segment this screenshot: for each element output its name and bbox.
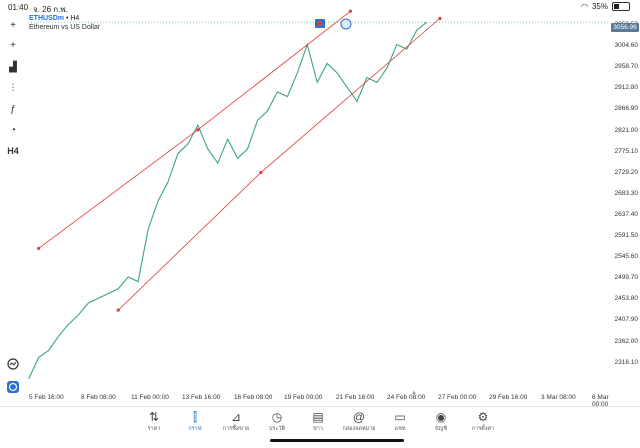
scroll-handle-icon[interactable]: ▲: [411, 390, 417, 396]
price-tick: 2683.30: [614, 189, 639, 197]
symbol-description: Ethereum vs US Dollar: [29, 24, 101, 31]
tab-settings-label: การตั้งค่า: [471, 426, 495, 432]
time-tick: 5 Feb 16:00: [29, 394, 64, 401]
tab-accounts[interactable]: ◉ บัญชี: [421, 409, 461, 433]
tab-mailbox-label: กล่องจดหมาย: [342, 426, 376, 432]
time-tick: 16 Feb 08:00: [234, 394, 273, 401]
time-tick: 3 Mar 08:00: [541, 394, 576, 401]
drawing-toolbar: + + ▟ ⫶ ƒ ◔ H4: [0, 14, 26, 404]
indicators-icon[interactable]: ▟: [9, 61, 17, 73]
price-tick: 2591.50: [614, 232, 639, 239]
price-tick: 2775.10: [614, 147, 639, 155]
time-tick: 8 Feb 08:00: [81, 394, 116, 401]
home-indicator: [270, 439, 404, 442]
tab-news-icon: ▤: [312, 410, 324, 424]
time-tick: 11 Feb 00:00: [131, 394, 169, 401]
tab-trade-icon: ⊿: [230, 410, 242, 424]
time-tick: 24 Feb 08:00: [387, 394, 426, 401]
channel-anchor-point: [116, 308, 120, 312]
tab-chart-label: กราฟ: [188, 426, 202, 432]
channel-anchor-point: [348, 9, 352, 13]
battery-icon: [612, 2, 630, 11]
wifi-icon: ◠: [581, 2, 588, 11]
alert-handle-icon: [340, 18, 352, 30]
channel-anchor-point: [438, 16, 442, 20]
app-logo-icon[interactable]: [6, 380, 20, 394]
objects-icon[interactable]: ◔: [9, 124, 17, 136]
zoom-icon[interactable]: [6, 357, 20, 371]
price-chart[interactable]: [0, 0, 640, 405]
time-tick: 29 Feb 16:00: [489, 394, 528, 401]
current-price-label: 3056.96: [611, 23, 639, 32]
tab-history-icon: ◷: [271, 410, 283, 424]
channel-lower: [117, 18, 441, 311]
tab-chat-icon: ▭: [394, 410, 406, 424]
battery-percent: 35%: [591, 2, 608, 11]
price-tick: 2912.80: [614, 84, 639, 92]
price-tick: 3004.60: [614, 42, 639, 50]
tab-accounts-label: บัญชี: [435, 426, 447, 432]
time-tick: 27 Feb 00:00: [438, 394, 477, 401]
timeframe[interactable]: H4: [70, 15, 80, 22]
status-bar: 01:40 จ. 26 ก.พ. ◠ 35%: [0, 0, 640, 14]
tab-mailbox[interactable]: @ กล่องจดหมาย: [339, 409, 379, 433]
tab-chat[interactable]: ▭ แชท: [380, 409, 420, 433]
price-tick: 2362.00: [614, 337, 639, 345]
time-tick: 19 Feb 00:00: [284, 394, 323, 401]
tab-history[interactable]: ◷ ประวัติ: [257, 409, 297, 433]
tab-quotes-icon: ⇅: [148, 410, 160, 424]
tab-chat-label: แชท: [394, 426, 406, 432]
tab-settings[interactable]: ⚙ การตั้งค่า: [463, 409, 503, 433]
price-tick: 2866.90: [614, 105, 639, 113]
price-tick: 2958.70: [614, 63, 639, 71]
price-tick: 2729.20: [614, 168, 639, 176]
tab-news-label: ข่าว: [313, 426, 323, 432]
time-tick: 21 Feb 16:00: [336, 394, 375, 401]
tab-news[interactable]: ▤ ข่าว: [298, 409, 338, 433]
symbol[interactable]: ETHUSDm: [29, 15, 65, 22]
price-scale[interactable]: 3050.503004.602958.702912.802866.902821.…: [610, 14, 640, 384]
tab-quotes[interactable]: ⇅ ราคา: [134, 409, 174, 433]
tab-trade[interactable]: ⊿ การซื้อขาย: [216, 409, 256, 433]
time-tick: 13 Feb 16:00: [182, 394, 221, 401]
price-tick: 2821.00: [614, 126, 639, 134]
timeframe-text[interactable]: H4: [7, 146, 19, 156]
tab-quotes-label: ราคา: [147, 426, 161, 432]
time-tick: 6 Mar 00:00: [592, 394, 609, 408]
tab-settings-icon: ⚙: [477, 410, 489, 424]
bottom-tab-bar: ⇅ ราคา ⫿ กราฟ ⊿ การซื้อขาย ◷ ประวัติ ▤ ข่าว @ กล่อง…: [0, 406, 640, 448]
tab-chart[interactable]: ⫿ กราฟ: [175, 409, 215, 433]
clock: 01:40: [8, 3, 29, 12]
separator: •: [65, 15, 69, 22]
price-tick: 2499.70: [614, 274, 639, 282]
tab-chart-icon: ⫿: [193, 410, 197, 424]
chart-header: ETHUSDm • H4 Ethereum vs US Dollar: [29, 14, 100, 32]
plus-icon[interactable]: +: [10, 39, 16, 51]
price-tick: 2637.40: [614, 210, 639, 218]
price-line: [28, 21, 428, 380]
price-tick: 2316.10: [614, 358, 639, 366]
tab-trade-label: การซื้อขาย: [222, 426, 250, 432]
price-tick: 2407.90: [614, 316, 639, 324]
settings-sliders-icon[interactable]: ⫶: [11, 82, 15, 94]
channel-anchor-point: [196, 128, 200, 132]
tab-history-label: ประวัติ: [268, 426, 286, 432]
tab-accounts-icon: ◉: [435, 410, 447, 424]
channel-anchor-point: [37, 246, 41, 251]
object-handle-mark: [318, 21, 322, 26]
tab-mailbox-icon: @: [352, 410, 366, 424]
time-axis[interactable]: 5 Feb 16:00 8 Feb 08:00 11 Feb 00:00 13 Feb…: [0, 390, 610, 408]
price-tick: 2545.60: [614, 253, 639, 261]
channel-anchor-point: [259, 170, 263, 175]
function-icon[interactable]: ƒ: [10, 103, 16, 115]
price-tick: 2453.80: [614, 295, 639, 303]
date: จ. 26 ก.พ.: [33, 5, 68, 14]
crosshair-icon[interactable]: +: [10, 19, 16, 31]
channel-upper: [38, 10, 351, 249]
